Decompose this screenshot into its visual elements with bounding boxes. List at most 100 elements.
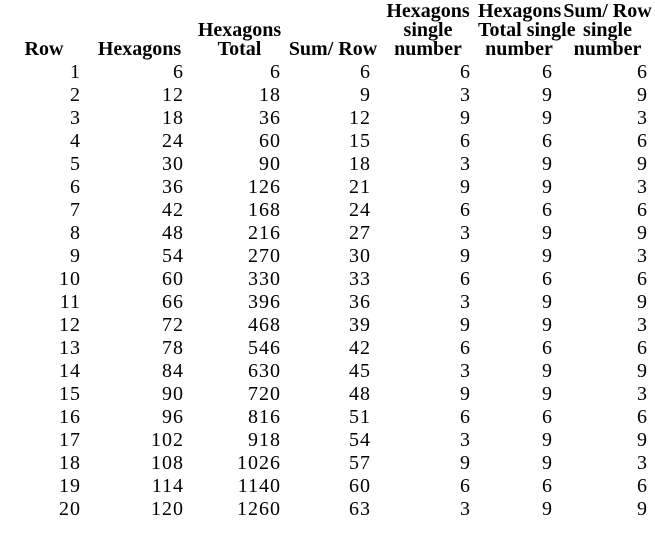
cell-hexagons: 90 <box>162 383 184 405</box>
cell-hexagons-single: 6 <box>460 475 471 497</box>
cell-sum-row: 42 <box>349 337 371 359</box>
cell-sum-row: 60 <box>349 475 371 497</box>
cell-sum-row: 63 <box>349 498 371 520</box>
cell-sum-row-single: 3 <box>637 383 648 405</box>
cell-hexagons: 102 <box>151 429 184 451</box>
table-row: 2 12 18 9 3 9 9 <box>0 84 655 107</box>
cell-row: 19 <box>59 475 81 497</box>
cell-sum-row-single: 6 <box>637 475 648 497</box>
cell-hexagons-total-single: 6 <box>542 268 553 290</box>
table-row: 13 78 546 42 6 6 6 <box>0 337 655 360</box>
cell-sum-row: 15 <box>349 130 371 152</box>
table-row: 8 48 216 27 3 9 9 <box>0 222 655 245</box>
cell-hexagons-total-single: 9 <box>542 291 553 313</box>
cell-hexagons: 48 <box>162 222 184 244</box>
cell-hexagons-total-single: 9 <box>542 429 553 451</box>
cell-hexagons-single: 3 <box>460 291 471 313</box>
cell-hexagons-single: 6 <box>460 337 471 359</box>
column-header-sum-row-single: Sum/ Row single number <box>563 0 652 60</box>
table-header: Row Hexagons Hexagons Total Sum/ Row Hexagons… <box>0 0 655 61</box>
column-header-sum-row: Sum/ Row <box>288 38 378 60</box>
cell-hexagons: 78 <box>162 337 184 359</box>
cell-sum-row-single: 9 <box>637 153 648 175</box>
cell-hexagons-single: 3 <box>460 360 471 382</box>
cell-hexagons-total-single: 9 <box>542 452 553 474</box>
hexagons-table: Row Hexagons Hexagons Total Sum/ Row Hexagons… <box>0 0 655 521</box>
cell-hexagons: 54 <box>162 245 184 267</box>
cell-hexagons-total: 36 <box>259 107 281 129</box>
cell-hexagons: 66 <box>162 291 184 313</box>
cell-hexagons-total-single: 9 <box>542 383 553 405</box>
cell-row: 2 <box>70 84 81 106</box>
cell-row: 15 <box>59 383 81 405</box>
table-row: 20 120 1260 63 3 9 9 <box>0 498 655 521</box>
cell-hexagons-single: 9 <box>460 107 471 129</box>
cell-hexagons: 72 <box>162 314 184 336</box>
cell-sum-row-single: 6 <box>637 61 648 83</box>
cell-hexagons-total-single: 9 <box>542 360 553 382</box>
cell-hexagons-single: 3 <box>460 153 471 175</box>
cell-sum-row: 27 <box>349 222 371 244</box>
cell-hexagons-single: 6 <box>460 199 471 221</box>
cell-hexagons-single: 6 <box>460 268 471 290</box>
table-row: 16 96 816 51 6 6 6 <box>0 406 655 429</box>
table-row: 15 90 720 48 9 9 3 <box>0 383 655 406</box>
cell-hexagons-total-single: 9 <box>542 84 553 106</box>
table-row: 14 84 630 45 3 9 9 <box>0 360 655 383</box>
cell-hexagons-total: 6 <box>270 61 281 83</box>
cell-sum-row-single: 6 <box>637 337 648 359</box>
cell-hexagons-total: 1260 <box>237 498 281 520</box>
cell-sum-row: 24 <box>349 199 371 221</box>
table-row: 10 60 330 33 6 6 6 <box>0 268 655 291</box>
cell-sum-row-single: 9 <box>637 429 648 451</box>
cell-hexagons-total: 270 <box>248 245 281 267</box>
cell-hexagons-total-single: 6 <box>542 406 553 428</box>
cell-hexagons-single: 6 <box>460 406 471 428</box>
cell-hexagons-total: 168 <box>248 199 281 221</box>
cell-hexagons-single: 9 <box>460 314 471 336</box>
cell-sum-row-single: 3 <box>637 245 648 267</box>
cell-hexagons-total: 546 <box>248 337 281 359</box>
cell-sum-row-single: 9 <box>637 84 648 106</box>
cell-hexagons: 60 <box>162 268 184 290</box>
cell-sum-row-single: 9 <box>637 360 648 382</box>
cell-sum-row-single: 6 <box>637 130 648 152</box>
table-row: 18 108 1026 57 9 9 3 <box>0 452 655 475</box>
cell-row: 6 <box>70 176 81 198</box>
cell-sum-row-single: 9 <box>637 291 648 313</box>
cell-row: 17 <box>59 429 81 451</box>
cell-row: 1 <box>70 61 81 83</box>
cell-sum-row: 30 <box>349 245 371 267</box>
cell-hexagons-total-single: 9 <box>542 245 553 267</box>
cell-row: 16 <box>59 406 81 428</box>
table-row: 4 24 60 15 6 6 6 <box>0 130 655 153</box>
cell-hexagons-total: 396 <box>248 291 281 313</box>
cell-hexagons-total: 18 <box>259 84 281 106</box>
cell-sum-row: 39 <box>349 314 371 336</box>
cell-sum-row-single: 3 <box>637 107 648 129</box>
cell-sum-row-single: 6 <box>637 199 648 221</box>
cell-sum-row: 9 <box>360 84 371 106</box>
cell-sum-row-single: 9 <box>637 498 648 520</box>
column-header-hexagons-total: Hexagons Total <box>197 19 282 60</box>
cell-row: 7 <box>70 199 81 221</box>
cell-hexagons: 114 <box>151 475 184 497</box>
cell-row: 10 <box>59 268 81 290</box>
table-row: 11 66 396 36 3 9 9 <box>0 291 655 314</box>
cell-hexagons-total: 216 <box>248 222 281 244</box>
cell-sum-row: 12 <box>349 107 371 129</box>
cell-hexagons: 12 <box>162 84 184 106</box>
cell-row: 11 <box>59 291 81 313</box>
cell-hexagons-single: 3 <box>460 498 471 520</box>
cell-sum-row-single: 6 <box>637 268 648 290</box>
cell-hexagons-total: 126 <box>248 176 281 198</box>
cell-hexagons-single: 9 <box>460 176 471 198</box>
table-row: 5 30 90 18 3 9 9 <box>0 153 655 176</box>
cell-hexagons: 120 <box>151 498 184 520</box>
cell-hexagons-single: 9 <box>460 383 471 405</box>
cell-hexagons: 30 <box>162 153 184 175</box>
cell-row: 9 <box>70 245 81 267</box>
cell-hexagons-total: 720 <box>248 383 281 405</box>
cell-hexagons: 6 <box>173 61 184 83</box>
cell-sum-row: 54 <box>349 429 371 451</box>
